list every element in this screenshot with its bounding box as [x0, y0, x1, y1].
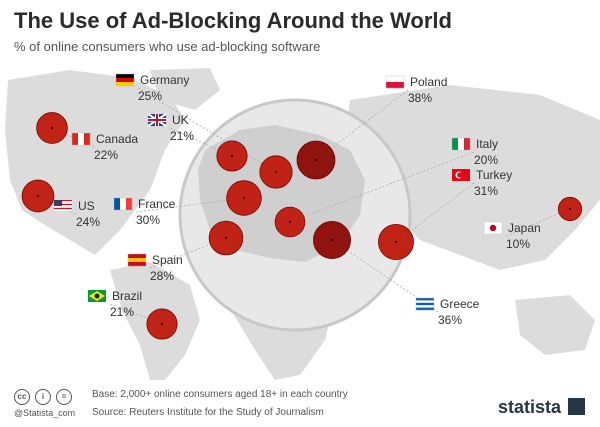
- label-poland: Poland: [410, 75, 447, 89]
- value-us: 24%: [76, 215, 100, 229]
- flag-us-icon: [54, 200, 72, 211]
- flag-poland-icon: [385, 75, 405, 89]
- value-france: 30%: [136, 213, 160, 227]
- by-icon[interactable]: i: [35, 389, 51, 405]
- bubble-center-italy: [288, 220, 292, 224]
- label-france: France: [138, 197, 176, 211]
- bubble-center-greece: [330, 238, 334, 242]
- value-turkey: 31%: [474, 184, 498, 198]
- bubble-center-turkey: [394, 240, 398, 244]
- label-greece: Greece: [440, 297, 480, 311]
- cc-icon[interactable]: cc: [14, 389, 30, 405]
- value-spain: 28%: [150, 269, 174, 283]
- value-poland: 38%: [408, 91, 432, 105]
- flag-spain-icon: [127, 253, 147, 267]
- country-labels: Germany 25% UK 21% Canada 22% US 24% France 30% Sp…: [54, 73, 541, 327]
- label-canada: Canada: [96, 132, 138, 146]
- label-italy: Italy: [476, 137, 498, 151]
- footnote-source: Source: Reuters Institute for the Study …: [92, 407, 324, 418]
- label-spain: Spain: [152, 253, 183, 267]
- flag-italy-icon: [451, 137, 471, 151]
- bubble-center-japan: [568, 207, 572, 211]
- flag-japan-icon: [483, 221, 503, 235]
- value-japan: 10%: [506, 237, 530, 251]
- value-greece: 36%: [438, 313, 462, 327]
- bubble-center-germany: [274, 170, 278, 174]
- label-us: US: [78, 199, 95, 213]
- statista-logo-mark: [568, 398, 585, 415]
- value-brazil: 21%: [110, 305, 134, 319]
- data-bubbles: [21, 112, 583, 340]
- value-germany: 25%: [138, 89, 162, 103]
- leader-line-brazil: [109, 303, 163, 325]
- chart-subtitle: % of online consumers who use ad-blockin…: [14, 39, 321, 54]
- bubble-center-poland: [314, 158, 318, 162]
- bubble-center-spain: [224, 236, 228, 240]
- leader-line-germany: [137, 87, 277, 173]
- australia-shape: [515, 295, 595, 355]
- leader-line-italy: [289, 151, 475, 223]
- flag-germany-icon: [115, 73, 135, 87]
- statista-logo[interactable]: statista: [498, 397, 562, 417]
- bubble-center-us: [36, 194, 40, 198]
- footer: cc i = @Statista_com Base: 2,000+ online…: [0, 383, 600, 427]
- flag-turkey-icon: [452, 169, 470, 181]
- label-germany: Germany: [140, 73, 189, 87]
- bubble-center-brazil: [160, 322, 164, 326]
- twitter-handle[interactable]: @Statista_com: [14, 408, 76, 418]
- value-italy: 20%: [474, 153, 498, 167]
- value-canada: 22%: [94, 148, 118, 162]
- flag-greece-icon: [415, 297, 435, 311]
- value-uk: 21%: [170, 129, 194, 143]
- flag-canada-icon: [71, 132, 91, 146]
- flag-uk-icon: [147, 113, 167, 127]
- greenland-shape: [150, 68, 220, 110]
- footnote-base: Base: 2,000+ online consumers aged 18+ i…: [92, 389, 348, 400]
- flag-france-icon: [113, 197, 133, 211]
- label-turkey: Turkey: [476, 168, 512, 182]
- bubble-center-uk: [230, 154, 234, 158]
- nd-icon[interactable]: =: [56, 389, 72, 405]
- label-brazil: Brazil: [112, 289, 142, 303]
- label-japan: Japan: [508, 221, 541, 235]
- label-uk: UK: [172, 113, 189, 127]
- flag-brazil-icon: [88, 290, 106, 302]
- world-map: Germany 25% UK 21% Canada 22% US 24% France 30% Sp…: [5, 68, 600, 380]
- bubble-center-canada: [50, 126, 54, 130]
- bubble-center-france: [242, 196, 246, 200]
- chart-title: The Use of Ad-Blocking Around the World: [14, 8, 452, 33]
